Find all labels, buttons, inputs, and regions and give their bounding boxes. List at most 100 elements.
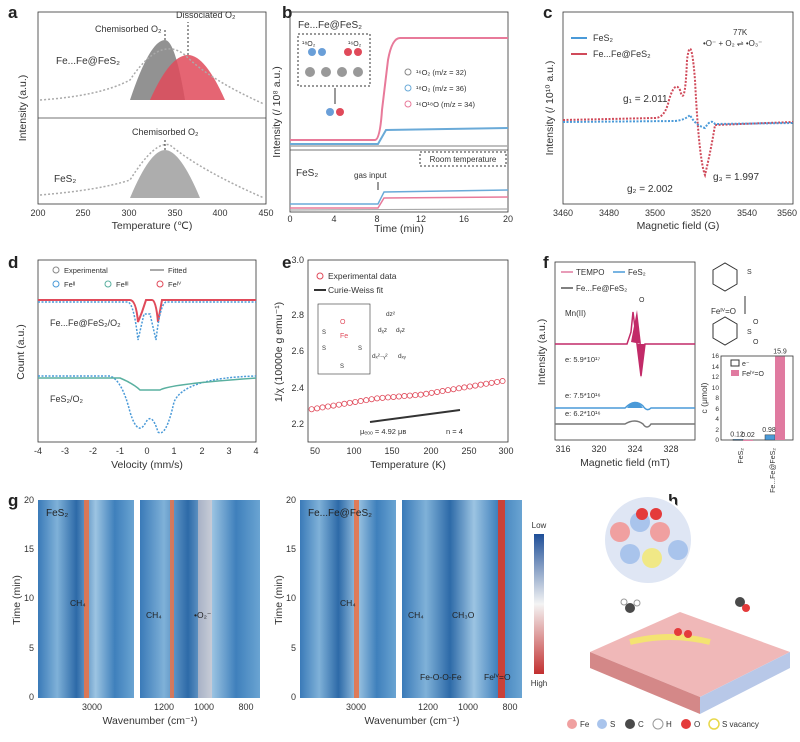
d-xtick-4: 0 bbox=[144, 446, 149, 456]
d-bottom-sample: FeS₂/O₂ bbox=[50, 394, 84, 404]
h-leg-c: C bbox=[638, 720, 644, 729]
f-bar-legend-feo-swatch bbox=[731, 370, 739, 376]
g-left-ann-1: CH₄ bbox=[146, 610, 162, 620]
b-roomtemp: Room temperature bbox=[430, 155, 497, 164]
a-xtick-3: 350 bbox=[167, 208, 182, 218]
e-data-point bbox=[494, 378, 501, 385]
e-data-point bbox=[444, 387, 451, 394]
e-data-point bbox=[439, 388, 446, 395]
h-z-fe-1 bbox=[610, 522, 630, 542]
f-xticks: 316 320 324 328 bbox=[555, 444, 678, 454]
d-xtick-6: 2 bbox=[199, 446, 204, 456]
h-leg-s-dot bbox=[597, 719, 607, 729]
f-mol-o3: O bbox=[753, 339, 759, 346]
f-xlabel: Magnetic field (mT) bbox=[580, 457, 670, 469]
panel-h-svg: h Fe S C H O S vacancy bbox=[567, 491, 790, 730]
c-xtick-2: 3500 bbox=[645, 208, 665, 218]
c-red-spectrum bbox=[562, 47, 794, 179]
panel-f-frame bbox=[554, 261, 696, 441]
f-ylabel: Intensity (a.u.) bbox=[536, 319, 548, 386]
e-orb-0: dᴢ² bbox=[386, 311, 396, 318]
d-legend-exp: Experimental bbox=[64, 266, 108, 275]
d-legend-fe3: Feᴵᴵᴵ bbox=[116, 280, 129, 289]
b-top-sample: Fe...Fe@FeS₂ bbox=[298, 20, 362, 31]
panel-e: e 2.2 2.4 2.6 2.8 3.0 Experimental data … bbox=[270, 252, 535, 472]
c-xlabel: Magnetic field (G) bbox=[637, 220, 720, 232]
e-ytick-4: 3.0 bbox=[291, 255, 304, 265]
a-xticks: 200 250 300 350 400 450 bbox=[30, 208, 273, 218]
h-zoom-atoms bbox=[610, 508, 688, 568]
panel-e-label: e bbox=[282, 253, 291, 272]
f-benzene-1 bbox=[712, 262, 738, 292]
e-data-point bbox=[472, 382, 479, 389]
e-data-point bbox=[357, 398, 364, 405]
f-bar-ytick-7: 14 bbox=[712, 364, 720, 371]
f-bar-label-feo: 0.02 bbox=[741, 432, 755, 439]
h-legend: Fe S C H O S vacancy bbox=[567, 718, 759, 730]
e-data-point bbox=[450, 386, 457, 393]
g-left-yticks: 0 5 10 15 20 bbox=[24, 495, 34, 702]
e-data-point bbox=[325, 403, 332, 410]
h-leg-o: O bbox=[694, 720, 700, 729]
h-slab-top bbox=[590, 612, 790, 697]
f-legend-fes2: FeS₂ bbox=[628, 268, 646, 277]
b-xticks: 0 4 8 12 16 20 bbox=[287, 214, 513, 224]
f-bar-ytick-1: 2 bbox=[715, 427, 719, 434]
g-left-ch4-band-2 bbox=[170, 500, 174, 698]
e-inset-complex bbox=[317, 303, 371, 375]
e-complex-o: O bbox=[340, 319, 346, 326]
e-data-point bbox=[374, 395, 381, 402]
f-bar-feo bbox=[775, 356, 785, 440]
a-xtick-2: 300 bbox=[121, 208, 136, 218]
g-left-xticks: 3000 1200 1000 800 bbox=[82, 702, 254, 712]
h-z-o-1 bbox=[636, 508, 648, 520]
f-bar-ytick-5: 10 bbox=[712, 385, 720, 392]
d-legend-exp-marker bbox=[52, 266, 60, 274]
panel-f-label: f bbox=[543, 253, 549, 272]
b-inset-left: ¹⁸O₂ bbox=[302, 41, 316, 48]
d-legend-fe2-marker bbox=[52, 280, 60, 288]
e-xtick-2: 150 bbox=[384, 446, 399, 456]
g-right-xtick-1: 1200 bbox=[418, 702, 438, 712]
f-bar-legend-e: e⁻ bbox=[742, 361, 750, 368]
e-data-point bbox=[341, 400, 348, 407]
g-r-ytick-1: 5 bbox=[291, 643, 296, 653]
b-roomtemp-box bbox=[419, 151, 507, 167]
h-ch4-h2 bbox=[633, 599, 641, 607]
h-z-o-2 bbox=[650, 508, 662, 520]
a-xtick-0: 200 bbox=[30, 208, 45, 218]
g-scale-high: High bbox=[531, 679, 547, 688]
d-legend-fe3-marker bbox=[104, 280, 112, 288]
e-data-point bbox=[346, 399, 353, 406]
b-xtick-4: 16 bbox=[459, 214, 469, 224]
g-scale-low: Low bbox=[532, 521, 547, 530]
c-xticks: 3460 3480 3500 3520 3540 3560 bbox=[553, 208, 797, 218]
f-tempo-peak-down bbox=[637, 344, 645, 378]
e-data-point bbox=[434, 388, 441, 395]
e-xticks: 50 100 150 200 250 300 bbox=[310, 446, 514, 456]
g-left-xtick-1: 1200 bbox=[154, 702, 174, 712]
e-orb-2: dᵧᴢ bbox=[396, 327, 405, 334]
experimental-curve-bottom bbox=[39, 143, 265, 199]
b-xtick-5: 20 bbox=[503, 214, 513, 224]
b-legend-32: ¹⁶O₂ (m/z = 32) bbox=[416, 68, 467, 77]
e-legend-fit: Curie-Weiss fit bbox=[328, 285, 384, 295]
f-mol-o2: O bbox=[753, 319, 759, 326]
b-xtick-1: 4 bbox=[331, 214, 336, 224]
b-xtick-3: 12 bbox=[416, 214, 426, 224]
e-mu: μₑₒₒ = 4.92 μʙ bbox=[360, 427, 406, 436]
c-g1: g₁ = 2.011 bbox=[623, 94, 668, 105]
f-mol-s1: S bbox=[747, 269, 752, 276]
h-slab-side-left bbox=[590, 652, 700, 714]
b-atom-4 bbox=[354, 48, 362, 56]
b-bottom-34 bbox=[290, 196, 509, 209]
h-surf-o2 bbox=[684, 630, 692, 638]
f-bar-e bbox=[764, 434, 776, 441]
d-bottom-fe2 bbox=[38, 375, 257, 434]
a-bottom-sample: FeS₂ bbox=[54, 174, 76, 185]
e-data-point bbox=[308, 406, 315, 413]
b-legend-34: ¹⁶O¹⁸O (m/z = 34) bbox=[416, 100, 475, 109]
e-data-point bbox=[330, 402, 337, 409]
b-atom-1 bbox=[308, 48, 316, 56]
f-bar-ytick-2: 4 bbox=[715, 416, 719, 423]
